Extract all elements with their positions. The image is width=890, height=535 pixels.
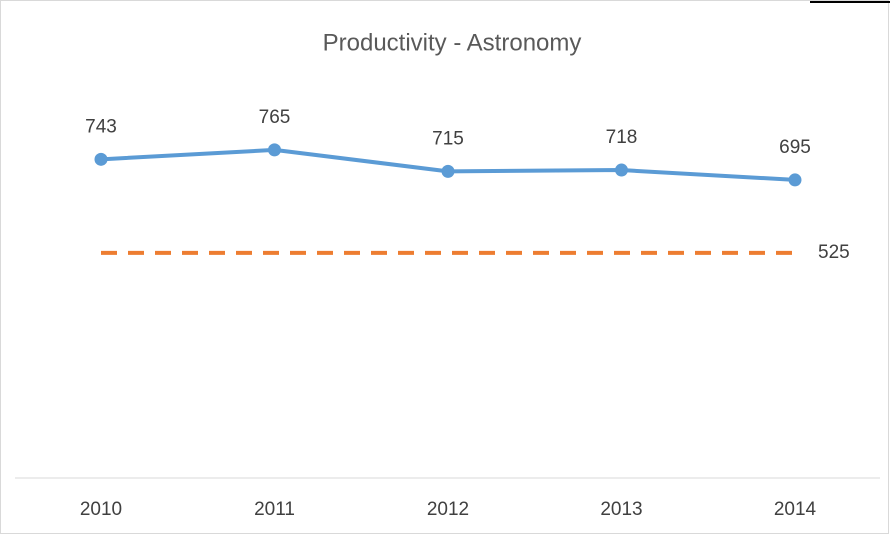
data-label: 765 [259,107,291,128]
x-tick-label: 2014 [774,499,817,520]
x-tick-label: 2012 [427,499,469,520]
point [615,163,628,177]
point [268,143,281,157]
point [94,152,108,166]
data-label: 743 [85,116,117,137]
point [441,164,455,178]
data-label: 695 [779,137,811,158]
data-label: 715 [432,128,464,149]
chart-title: Productivity - Astronomy [323,29,582,56]
x-tick-label: 2010 [80,499,122,520]
x-tick-label: 2013 [600,499,642,520]
data-label: 718 [606,127,638,148]
x-tick-label: 2011 [254,499,295,520]
point [788,173,802,187]
data-label: 525 [818,242,850,263]
